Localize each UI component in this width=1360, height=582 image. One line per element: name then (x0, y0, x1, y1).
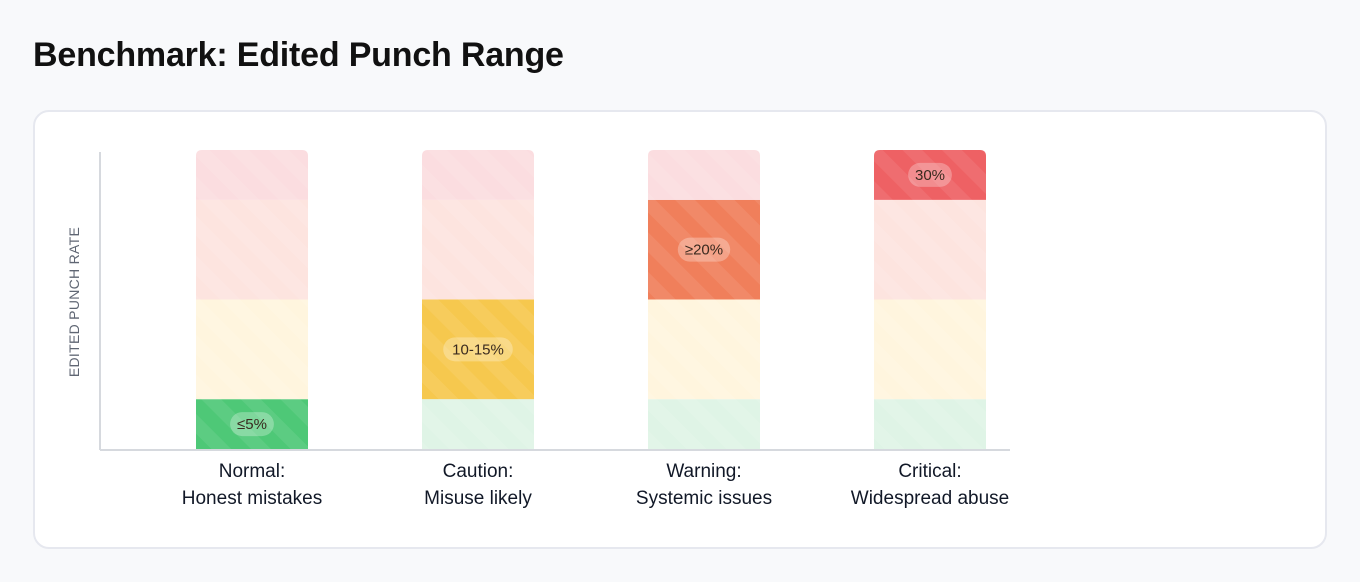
category-label-warning-line1: Warning: (666, 461, 742, 482)
value-label-warning: ≥20% (685, 242, 723, 259)
bar-critical-segment-caution-stripes (874, 299, 986, 400)
bar-warning-segment-normal-stripes (648, 399, 760, 449)
bar-critical: 30% (874, 150, 986, 449)
value-label-normal: ≤5% (237, 416, 267, 433)
category-label-warning-line2: Systemic issues (635, 488, 773, 509)
bar-caution: 10-15% (422, 150, 534, 449)
bar-critical-segment-critical-stripes (874, 150, 986, 200)
value-label-pill-critical (908, 162, 952, 187)
value-label-caution: 10-15% (452, 341, 504, 358)
bar-critical-segment-warning-stripes (874, 199, 986, 300)
category-label-normal-line2: Honest mistakes (181, 488, 323, 509)
category-label-warning: Warning: Systemic issues (584, 458, 824, 512)
category-label-critical: Critical: Widespread abuse (810, 458, 1050, 512)
category-label-critical-line2: Widespread abuse (850, 488, 1010, 509)
bar-caution-segment-caution-stripes (422, 299, 534, 400)
bar-caution-segment-normal-stripes (422, 399, 534, 449)
value-label-pill-caution (443, 337, 513, 362)
value-label-pill-normal (230, 412, 274, 437)
category-label-normal-line1: Normal: (218, 461, 286, 482)
bar-warning-segment-warning-stripes (648, 199, 760, 300)
bar-caution-segment-critical-stripes (422, 150, 534, 200)
bar-normal-segment-caution-stripes (196, 299, 308, 400)
category-label-caution-line1: Caution: (442, 461, 514, 482)
value-label-pill-warning (677, 237, 731, 262)
bar-warning-segment-critical-stripes (648, 150, 760, 200)
bar-normal-segment-normal-stripes (196, 399, 308, 449)
page-title: Benchmark: Edited Punch Range (33, 36, 564, 74)
bar-normal-segment-critical-stripes (196, 150, 308, 200)
category-label-caution-line2: Misuse likely (424, 488, 532, 509)
bar-normal-segment-warning-stripes (196, 199, 308, 300)
value-label-critical: 30% (915, 167, 945, 184)
category-label-critical-line1: Critical: (898, 461, 962, 482)
bar-warning: ≥20% (648, 150, 760, 449)
bar-normal: ≤5% (196, 150, 308, 449)
category-label-normal: Normal: Honest mistakes (132, 458, 372, 512)
category-label-caution: Caution: Misuse likely (358, 458, 598, 512)
bar-critical-segment-normal-stripes (874, 399, 986, 449)
bar-warning-segment-caution-stripes (648, 299, 760, 400)
bar-caution-segment-warning-stripes (422, 199, 534, 300)
